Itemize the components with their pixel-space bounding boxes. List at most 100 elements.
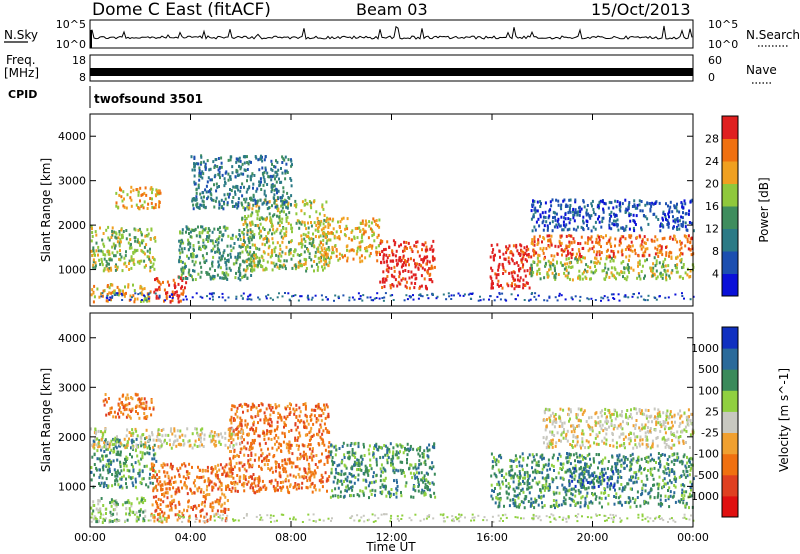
power-cell <box>576 258 579 262</box>
power-cell <box>114 231 117 235</box>
power-cell <box>217 168 220 172</box>
velocity-cell <box>243 402 246 406</box>
power-cell <box>236 185 239 188</box>
power-cell <box>149 251 151 255</box>
velocity-cell <box>150 400 153 404</box>
power-cell <box>270 159 273 163</box>
power-cell <box>554 211 557 215</box>
velocity-cell <box>350 480 353 484</box>
power-cell <box>181 239 184 243</box>
power-cell <box>537 240 540 244</box>
velocity-cell <box>120 477 123 481</box>
power-cell <box>410 248 413 252</box>
power-cell <box>209 277 212 281</box>
power-cell <box>227 178 230 182</box>
velocity-cell <box>249 475 252 479</box>
power-cell <box>253 243 256 247</box>
power-cell <box>592 208 595 211</box>
power-cell <box>300 245 303 249</box>
velocity-cell <box>292 486 295 490</box>
power-cell <box>618 239 621 243</box>
power-cell <box>158 201 161 204</box>
power-cell <box>239 245 242 249</box>
velocity-cell <box>310 482 313 486</box>
power-cell <box>310 237 313 241</box>
power-cell <box>196 202 199 206</box>
velocity-cell <box>267 403 270 407</box>
power-cell <box>272 184 275 188</box>
power-cell <box>688 221 691 224</box>
velocity-cell <box>316 432 318 436</box>
velocity-cell <box>282 466 285 470</box>
power-cell <box>541 211 544 215</box>
velocity-cell <box>143 416 146 420</box>
power-cell <box>554 218 557 222</box>
velocity-cell <box>99 473 102 477</box>
power-cell <box>300 241 303 244</box>
velocity-cell <box>206 518 209 522</box>
power-cell <box>127 241 130 245</box>
velocity-cell <box>293 412 296 416</box>
velocity-cell <box>259 444 262 448</box>
power-cell <box>429 267 432 271</box>
power-cell <box>200 155 203 159</box>
velocity-cell <box>104 438 107 442</box>
velocity-cell <box>110 406 113 410</box>
velocity-cell <box>330 443 333 447</box>
velocity-cell <box>225 473 228 477</box>
power-cell <box>524 274 527 278</box>
velocity-cell <box>351 488 354 492</box>
velocity-cell <box>294 423 297 427</box>
power-cell <box>369 227 372 231</box>
velocity-cell <box>112 508 115 512</box>
power-cell <box>402 269 405 273</box>
velocity-cell <box>177 469 180 473</box>
power-cell <box>359 297 362 300</box>
power-cell <box>183 247 186 251</box>
power-cell <box>676 255 679 259</box>
velocity-cell <box>170 506 173 510</box>
velocity-cell <box>151 503 154 507</box>
power-cell <box>254 199 257 203</box>
power-cell <box>644 299 647 302</box>
velocity-cell <box>406 458 408 461</box>
velocity-cell <box>295 487 298 491</box>
power-cell <box>652 266 655 270</box>
velocity-cell <box>114 500 117 504</box>
power-cell <box>350 248 353 252</box>
power-cell <box>624 228 627 232</box>
velocity-cell <box>152 515 155 519</box>
power-y-tick-label: 3000 <box>58 175 86 188</box>
velocity-cell <box>162 500 165 504</box>
power-cell <box>305 258 308 262</box>
power-cell <box>213 183 215 187</box>
power-cell <box>186 277 189 280</box>
power-cell <box>398 275 401 279</box>
power-cell <box>201 170 204 174</box>
power-cell <box>203 245 206 249</box>
power-cell <box>279 219 282 223</box>
power-cell <box>532 213 535 217</box>
velocity-cell <box>146 451 149 455</box>
velocity-cell <box>203 480 206 484</box>
power-cell <box>552 258 555 262</box>
power-cell <box>247 253 250 257</box>
power-cell <box>313 200 315 204</box>
velocity-cell <box>149 467 152 471</box>
velocity-cell <box>146 415 149 419</box>
velocity-cell <box>100 448 103 452</box>
velocity-cell <box>144 437 147 441</box>
velocity-cell <box>210 471 213 475</box>
velocity-cell <box>229 459 232 463</box>
power-cell <box>181 266 184 270</box>
power-cell <box>148 292 151 295</box>
velocity-cell <box>270 481 273 485</box>
velocity-cell <box>187 476 190 480</box>
power-cell <box>144 186 147 190</box>
power-cell <box>201 231 204 235</box>
power-cell <box>204 206 207 210</box>
power-cell <box>232 196 235 199</box>
power-cell <box>668 210 671 214</box>
power-cell <box>351 229 354 233</box>
power-cell <box>399 259 402 263</box>
